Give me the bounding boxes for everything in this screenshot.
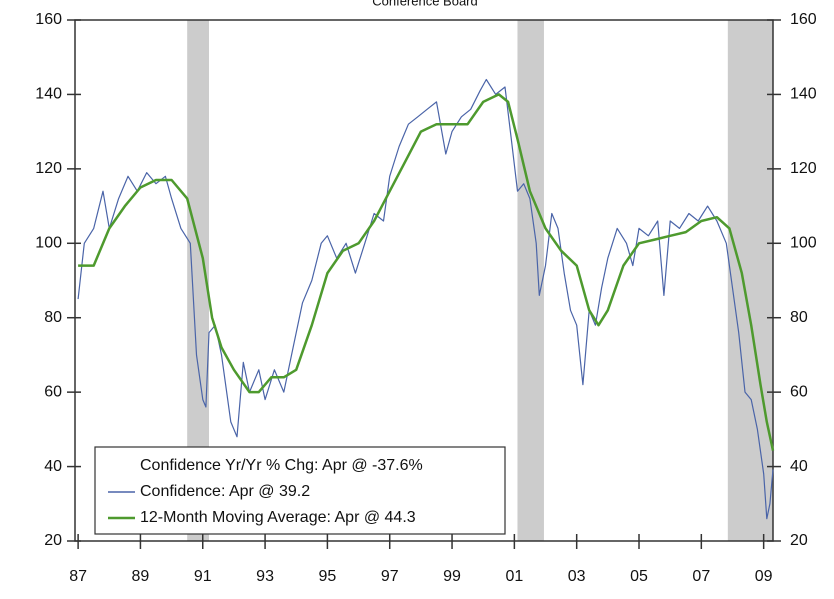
y-tick-label: 120 [35,160,62,177]
chart-subtitle: Conference Board [372,0,478,8]
recession-shade [517,20,544,541]
x-tick-label: 09 [755,568,773,585]
legend-label: 12-Month Moving Average: Apr @ 44.3 [140,509,416,526]
y2-tick-label: 80 [790,309,808,326]
recession-shade [187,20,209,541]
x-tick-label: 87 [69,568,87,585]
x-tick-label: 97 [381,568,399,585]
x-tick-label: 95 [319,568,337,585]
x-tick-label: 01 [505,568,523,585]
y2-tick-label: 60 [790,383,808,400]
y-tick-label: 100 [35,235,62,252]
series-line [77,78,774,520]
y-tick-label: 80 [44,309,62,326]
y-tick-label: 20 [44,532,62,549]
series-line [78,93,775,451]
y2-tick-label: 120 [790,160,817,177]
y2-tick-label: 40 [790,458,808,475]
y-tick-label: 40 [44,458,62,475]
y-tick-label: 60 [44,383,62,400]
y2-tick-label: 160 [790,11,817,28]
x-tick-label: 93 [256,568,274,585]
x-tick-label: 91 [194,568,212,585]
recession-shade [727,20,773,541]
legend-title: Confidence Yr/Yr % Chg: Apr @ -37.6% [140,457,423,474]
legend-label: Confidence: Apr @ 39.2 [140,483,310,500]
y2-tick-label: 100 [790,235,817,252]
x-tick-label: 89 [132,568,150,585]
x-tick-label: 07 [692,568,710,585]
y2-tick-label: 20 [790,532,808,549]
x-tick-label: 03 [568,568,586,585]
x-tick-label: 05 [630,568,648,585]
y-tick-label: 140 [35,86,62,103]
y-tick-label: 160 [35,11,62,28]
plot-frame [74,19,774,542]
x-tick-label: 99 [443,568,461,585]
y2-tick-label: 140 [790,86,817,103]
legend-box [94,446,506,535]
